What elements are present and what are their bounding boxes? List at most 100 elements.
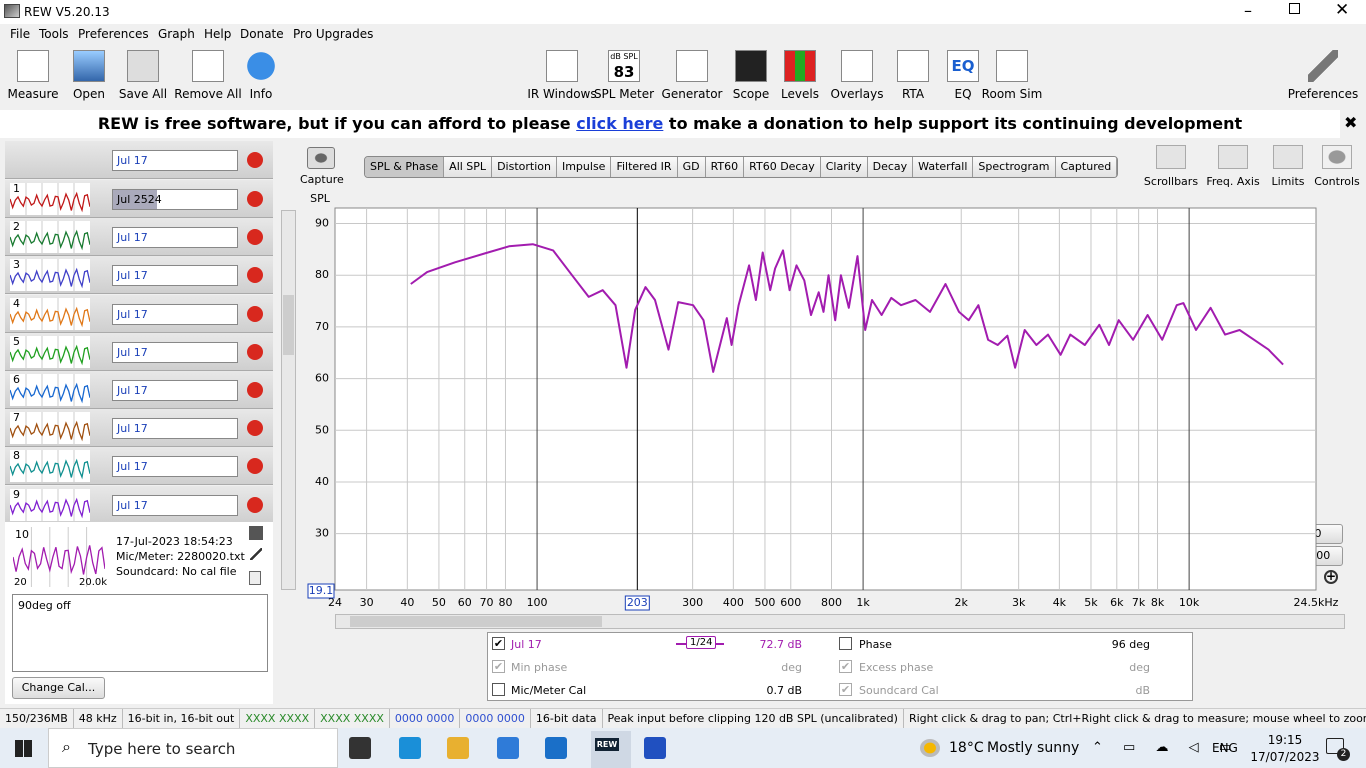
notification-count[interactable]: 2: [1337, 748, 1350, 761]
remove-measurement[interactable]: [247, 229, 263, 246]
toolbar-button[interactable]: Info: [249, 87, 273, 101]
search-box[interactable]: [48, 728, 338, 768]
tab[interactable]: Distortion: [492, 157, 557, 177]
maximize[interactable]: [1289, 3, 1300, 14]
close[interactable]: ✕: [1335, 0, 1350, 20]
toolbar-button-icon: [73, 50, 105, 82]
toolbar-button[interactable]: Levels: [781, 87, 819, 101]
toolbar-button[interactable]: RTA: [901, 87, 925, 101]
menu-item[interactable]: Donate: [240, 27, 284, 41]
tab[interactable]: Impulse: [556, 157, 612, 177]
toolbar-button-icon: [608, 50, 640, 82]
menu-item[interactable]: Pro Upgrades: [293, 27, 374, 41]
menu-item[interactable]: File: [10, 27, 31, 41]
menu-item[interactable]: Tools: [39, 27, 69, 41]
zoom-in-x[interactable]: +: [1324, 569, 1338, 584]
x-tick-label: 24.5kHz: [1294, 596, 1339, 609]
capture-icon: [307, 147, 335, 169]
remove-measurement[interactable]: [247, 382, 263, 398]
tab[interactable]: Filtered IR: [611, 157, 678, 177]
measurement-name[interactable]: Jul 17: [112, 227, 238, 249]
toolbar-button-icon: [897, 50, 929, 82]
tab[interactable]: GD: [677, 157, 706, 177]
notes[interactable]: 90deg off: [12, 594, 268, 672]
spl-meter-unit: dB SPL: [610, 52, 638, 61]
measurement-name[interactable]: Jul 17: [112, 265, 238, 287]
remove-measurement[interactable]: [247, 458, 263, 475]
measurement-name[interactable]: Jul 17: [112, 456, 238, 478]
temperature: 18°C: [949, 740, 984, 756]
measurement-name[interactable]: Jul 17: [112, 150, 238, 171]
tab[interactable]: Captured: [1055, 157, 1118, 177]
remove-measurement[interactable]: [247, 496, 263, 513]
v-scrollbar[interactable]: [281, 210, 296, 590]
tool-icon: [1273, 145, 1303, 169]
remove-measurement[interactable]: [247, 191, 263, 207]
menu-item[interactable]: Graph: [158, 27, 195, 41]
toolbar-button[interactable]: EQ: [954, 87, 972, 101]
language: ENG: [1212, 741, 1238, 755]
remove-measurement[interactable]: [247, 267, 263, 284]
change-cal-button[interactable]: Change Cal...: [12, 677, 105, 699]
toolbar-button[interactable]: IR Windows: [527, 87, 597, 101]
remove-measurement[interactable]: [247, 305, 263, 322]
toolbar-button[interactable]: Room Sim: [981, 87, 1043, 101]
checkbox[interactable]: ✔: [492, 637, 505, 650]
measurement-name[interactable]: Jul 17: [112, 418, 238, 440]
tab[interactable]: RT60: [705, 157, 745, 177]
menu-item[interactable]: Help: [204, 27, 232, 41]
toolbar-button[interactable]: Save All: [118, 87, 168, 101]
tab[interactable]: Decay: [867, 157, 914, 177]
toolbar-button[interactable]: Overlays: [830, 87, 884, 101]
measurement-name[interactable]: Jul 17: [112, 303, 238, 325]
eq-icon-text: EQ: [951, 57, 975, 75]
checkbox[interactable]: [492, 683, 505, 696]
x-tick-label: 80: [498, 596, 512, 609]
tab[interactable]: All SPL: [444, 157, 493, 177]
graph-tool[interactable]: Controls: [1314, 175, 1360, 188]
measurement-number: 6: [13, 373, 20, 386]
toolbar-button-icon: [676, 50, 708, 82]
tab[interactable]: Spectrogram: [973, 157, 1056, 177]
status-item: 16-bit data: [531, 709, 603, 728]
banner-close[interactable]: ✖: [1344, 113, 1358, 132]
remove-measurement[interactable]: [247, 420, 263, 437]
toolbar-button[interactable]: Open: [72, 87, 106, 101]
legend-label: Excess phase: [859, 661, 934, 674]
legend-value: deg: [1129, 661, 1150, 674]
capture-button[interactable]: Capture: [300, 173, 344, 186]
tab[interactable]: Clarity: [820, 157, 868, 177]
toolbar-button[interactable]: SPL Meter: [593, 87, 655, 101]
remove-measurement[interactable]: [247, 152, 263, 168]
measurement-number: 10: [15, 528, 29, 541]
tab[interactable]: Waterfall: [913, 157, 974, 177]
graph-tool[interactable]: Freq. Axis: [1206, 175, 1260, 188]
checkbox[interactable]: [839, 637, 852, 650]
measurement-name[interactable]: Jul 17: [112, 380, 238, 401]
smoothing[interactable]: 1/24: [686, 636, 717, 649]
measurement-name[interactable]: Jul 2524: [112, 189, 238, 210]
graph-tool[interactable]: Limits: [1271, 175, 1305, 188]
toolbar-button[interactable]: Scope: [732, 87, 770, 101]
remove-measurement[interactable]: [247, 343, 263, 360]
toolbar-button[interactable]: Remove All: [174, 87, 242, 101]
menu-item[interactable]: Preferences: [78, 27, 149, 41]
toolbar-button[interactable]: Generator: [661, 87, 723, 101]
minimize[interactable]: –: [1244, 1, 1252, 20]
measurement-name[interactable]: Jul 17: [112, 494, 238, 516]
x-tick-label: 400: [723, 596, 744, 609]
v-scroll-thumb[interactable]: [283, 295, 294, 355]
x-tick-label: 70: [480, 596, 494, 609]
graph-tool[interactable]: Scrollbars: [1143, 175, 1199, 188]
x-tick-label: 6k: [1110, 596, 1124, 609]
h-scroll-thumb[interactable]: [350, 616, 602, 627]
legend-name: Jul 17: [511, 638, 542, 651]
toolbar-button[interactable]: Preferences: [1287, 87, 1359, 101]
tab[interactable]: RT60 Decay: [744, 157, 821, 177]
x-tick-label: 2k: [955, 596, 969, 609]
tab[interactable]: SPL & Phase: [365, 157, 445, 177]
donate-link[interactable]: click here: [576, 114, 664, 133]
toolbar-button[interactable]: Measure: [7, 87, 59, 101]
measurement-name[interactable]: Jul 17: [112, 341, 238, 363]
